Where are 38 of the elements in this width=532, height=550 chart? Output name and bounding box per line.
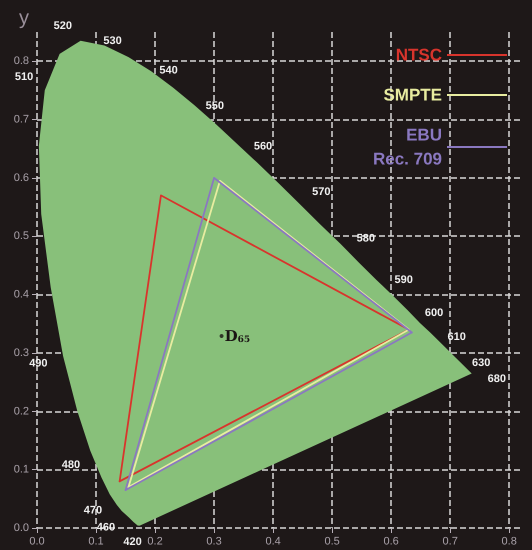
x-tick-label: 0.8 <box>502 536 517 548</box>
annotation: 610 <box>448 331 466 344</box>
x-tick-label: 0.7 <box>442 536 458 548</box>
annotation: 570 <box>312 186 331 198</box>
y-tick-label: 0.6 <box>14 172 29 184</box>
annotation: 600 <box>424 307 444 320</box>
y-tick-label: 0.5 <box>14 230 29 242</box>
y-axis-title: y <box>19 7 29 29</box>
x-tick-label: 0.3 <box>206 536 222 548</box>
annotation: 480 <box>62 458 80 471</box>
legend-label: EBU Rec. 709 <box>373 126 442 168</box>
annotation: 560 <box>254 140 272 153</box>
y-tick-label: 0.4 <box>14 288 29 301</box>
y-tick-label: 0.0 <box>14 522 29 534</box>
annotation: 490 <box>29 358 48 370</box>
annotation: 520 <box>54 20 72 32</box>
annotation: 470 <box>84 504 102 516</box>
legend-label: NTSC <box>396 46 442 64</box>
annotation: 530 <box>103 34 122 47</box>
annotation: 420 <box>123 536 142 548</box>
x-tick-label: 0.1 <box>88 536 104 548</box>
y-tick-label: 0.3 <box>14 346 29 359</box>
x-tick-label: 0.6 <box>384 536 399 548</box>
y-tick-label: 0.7 <box>14 114 29 126</box>
annotation: 630 <box>472 357 490 370</box>
legend-label: SMPTE <box>383 86 442 104</box>
x-tick-label: 0.4 <box>265 536 281 548</box>
annotation: 540 <box>159 64 178 76</box>
y-tick-label: 0.8 <box>14 55 29 68</box>
annotation: 590 <box>394 274 413 286</box>
x-tick-label: 0.5 <box>324 536 340 548</box>
annotation: 680 <box>488 373 506 386</box>
y-tick-label: 0.1 <box>14 464 29 476</box>
annotation: 510 <box>14 70 34 83</box>
x-tick-label: 0.2 <box>147 536 163 548</box>
x-tick-label: 0.0 <box>29 536 45 548</box>
y-tick-label: 0.2 <box>14 405 29 418</box>
annotation: D65 <box>224 327 250 346</box>
